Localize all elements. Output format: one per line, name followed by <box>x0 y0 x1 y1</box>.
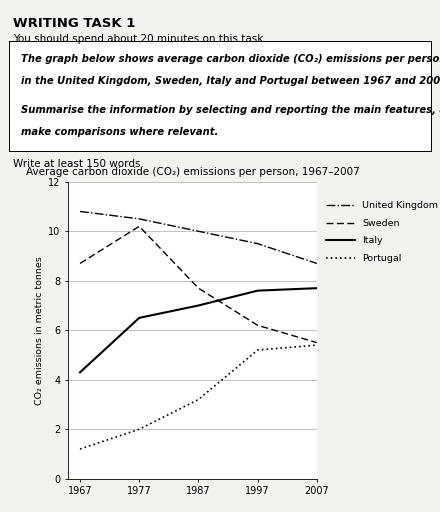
Text: make comparisons where relevant.: make comparisons where relevant. <box>22 127 219 137</box>
Text: The graph below shows average carbon dioxide (CO₂) emissions per person: The graph below shows average carbon dio… <box>22 54 440 64</box>
Text: in the United Kingdom, Sweden, Italy and Portugal between 1967 and 2007.: in the United Kingdom, Sweden, Italy and… <box>22 76 440 86</box>
Y-axis label: CO₂ emissions in metric tonnes: CO₂ emissions in metric tonnes <box>35 256 44 404</box>
Text: WRITING TASK 1: WRITING TASK 1 <box>13 17 136 30</box>
Text: Write at least 150 words.: Write at least 150 words. <box>13 159 144 169</box>
Text: You should spend about 20 minutes on this task.: You should spend about 20 minutes on thi… <box>13 34 267 45</box>
Text: Summarise the information by selecting and reporting the main features, and: Summarise the information by selecting a… <box>22 105 440 115</box>
Title: Average carbon dioxide (CO₂) emissions per person, 1967–2007: Average carbon dioxide (CO₂) emissions p… <box>26 167 359 177</box>
Legend: United Kingdom, Sweden, Italy, Portugal: United Kingdom, Sweden, Italy, Portugal <box>326 201 438 263</box>
